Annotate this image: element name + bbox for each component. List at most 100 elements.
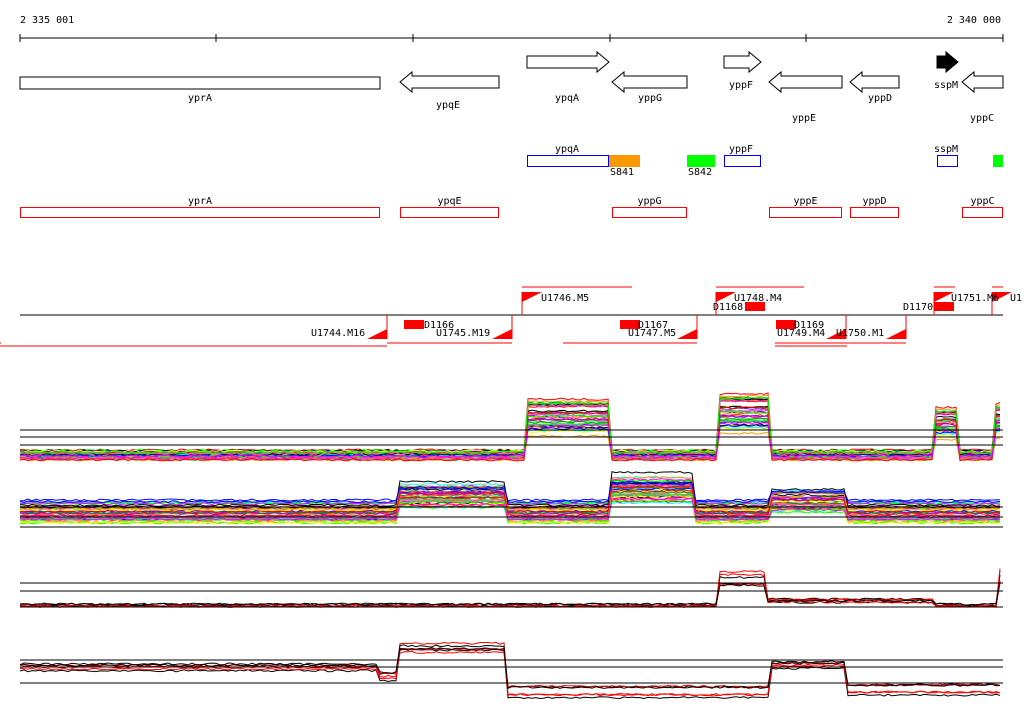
gene-arrow-shape[interactable] <box>849 70 900 94</box>
ruler: 2 335 001 2 340 000 <box>19 15 1004 42</box>
profile-line <box>19 414 1001 454</box>
profile-line <box>19 478 1001 506</box>
feature-S842[interactable]: S842 <box>687 155 715 179</box>
segment-label[interactable]: U1751.M6 <box>951 293 999 304</box>
gene-arrow-shape[interactable] <box>936 50 959 74</box>
gene-arrow-shape[interactable] <box>19 76 381 90</box>
gene-arrow-shape[interactable] <box>961 70 1004 94</box>
gene-yppG[interactable]: yppG <box>611 70 688 104</box>
gene-arrow-shape[interactable] <box>399 70 500 94</box>
annotated-gene-box[interactable] <box>769 207 842 218</box>
gene-label: yppE <box>792 113 816 124</box>
profile-line <box>19 399 1001 455</box>
gene-label: yprA <box>188 93 212 104</box>
profile-line <box>19 644 1001 690</box>
profile-line <box>19 493 1001 522</box>
gene-arrow-shape[interactable] <box>768 70 843 94</box>
gene-arrow-shape[interactable] <box>723 50 762 74</box>
feature-box[interactable] <box>724 155 761 167</box>
annotated-gene-ypqE[interactable]: ypqE <box>400 196 499 218</box>
segment-marker-icon <box>492 329 512 339</box>
profile-line <box>19 476 1001 511</box>
profile-panel-2 <box>19 470 1003 528</box>
gene-sspM[interactable]: sspM <box>934 50 959 91</box>
gene-label: yppC <box>970 113 994 124</box>
gene-arrow-shape[interactable] <box>611 70 688 94</box>
profile-line <box>19 398 1001 460</box>
segment-label[interactable]: D1166 <box>424 320 454 331</box>
deletion-block <box>934 302 954 311</box>
feature-sspM[interactable]: sspM <box>934 144 958 167</box>
gene-yppE[interactable]: yppE <box>768 70 843 124</box>
feature-label: ypqA <box>555 144 579 155</box>
gene-label: ypqA <box>555 93 579 104</box>
profile-line <box>19 421 1001 458</box>
profile-line <box>19 481 1001 504</box>
annotated-gene-yppG[interactable]: yppG <box>612 196 687 218</box>
segment-label[interactable]: U1748.M4 <box>734 293 782 304</box>
feature-yppF[interactable]: yppF <box>724 144 761 167</box>
gene-yppF[interactable]: yppF <box>723 50 762 91</box>
annotated-gene-box[interactable] <box>400 207 499 218</box>
annotated-gene-yppD[interactable]: yppD <box>850 196 899 218</box>
annotated-gene-box[interactable] <box>850 207 899 218</box>
segment-label[interactable]: U1745.M19 <box>436 328 490 339</box>
feature-unnamed[interactable] <box>993 155 1003 167</box>
profile-line <box>19 570 1001 608</box>
gene-yppD[interactable]: yppD <box>849 70 900 104</box>
segment-label[interactable]: U1747.M5 <box>628 328 676 339</box>
profile-line <box>19 650 1001 688</box>
feature-box[interactable] <box>527 155 609 167</box>
deletion-block <box>404 320 424 329</box>
feature-S841[interactable]: S841 <box>609 155 640 179</box>
segment-marker-icon <box>886 329 906 339</box>
segment-marker-icon <box>367 329 387 339</box>
profile-line <box>20 647 1001 689</box>
gene-yprA[interactable]: yprA <box>19 76 381 104</box>
profile-line <box>19 410 1001 453</box>
feature-label: S842 <box>688 167 712 178</box>
segment-marker-icon <box>522 292 542 302</box>
segment-label[interactable]: U1 <box>1010 293 1022 304</box>
profile-line <box>19 497 1001 521</box>
deletion-block <box>776 320 796 329</box>
annotated-gene-box[interactable] <box>612 207 687 218</box>
profile-line <box>19 398 1001 456</box>
annotated-gene-yppE[interactable]: yppE <box>769 196 842 218</box>
annotated-gene-yppC[interactable]: yppC <box>962 196 1003 218</box>
feature-box[interactable] <box>993 155 1003 167</box>
feature-box[interactable] <box>937 155 958 167</box>
segment-label[interactable]: D1169 <box>794 320 824 331</box>
segment-label[interactable]: D1168 <box>713 302 743 313</box>
segment-label[interactable]: D1170 <box>903 302 933 313</box>
segment-label[interactable]: U1750.M1 <box>836 328 884 339</box>
profile-line <box>19 411 1000 454</box>
segment-marker-icon <box>677 329 697 339</box>
feature-ypqA[interactable]: ypqA <box>527 144 609 167</box>
segment-marker-icon <box>992 292 1012 302</box>
annotated-gene-label: ypqE <box>437 196 461 207</box>
annotated-gene-box[interactable] <box>962 207 1003 218</box>
feature-box[interactable] <box>687 155 715 167</box>
red-genes-track: yprA ypqE yppG yppE yppD yppC <box>20 196 1003 218</box>
annotated-gene-box[interactable] <box>20 207 380 218</box>
segment-marker-icon <box>716 292 736 302</box>
segment-label[interactable]: D1167 <box>638 320 668 331</box>
segment-label[interactable]: U1746.M5 <box>541 293 589 304</box>
profile-line <box>19 397 1001 458</box>
gene-arrow-shape[interactable] <box>526 50 610 74</box>
gene-yppC[interactable]: yppC <box>961 70 1004 124</box>
profile-line <box>19 470 1000 507</box>
segment-label[interactable]: U1744.M16 <box>311 328 365 339</box>
gene-ypqA[interactable]: ypqA <box>526 50 610 104</box>
profile-line <box>19 647 1001 697</box>
feature-box[interactable] <box>609 155 640 167</box>
segment-label[interactable]: U1749.M4 <box>777 328 825 339</box>
features-track: ypqA S841 S842 yppF sspM <box>527 144 1003 179</box>
gene-ypqE[interactable]: ypqE <box>399 70 500 111</box>
feature-label: S841 <box>610 167 634 178</box>
annotated-gene-yprA[interactable]: yprA <box>20 196 380 218</box>
profile-line <box>20 424 1001 453</box>
profile-line <box>19 417 1001 455</box>
